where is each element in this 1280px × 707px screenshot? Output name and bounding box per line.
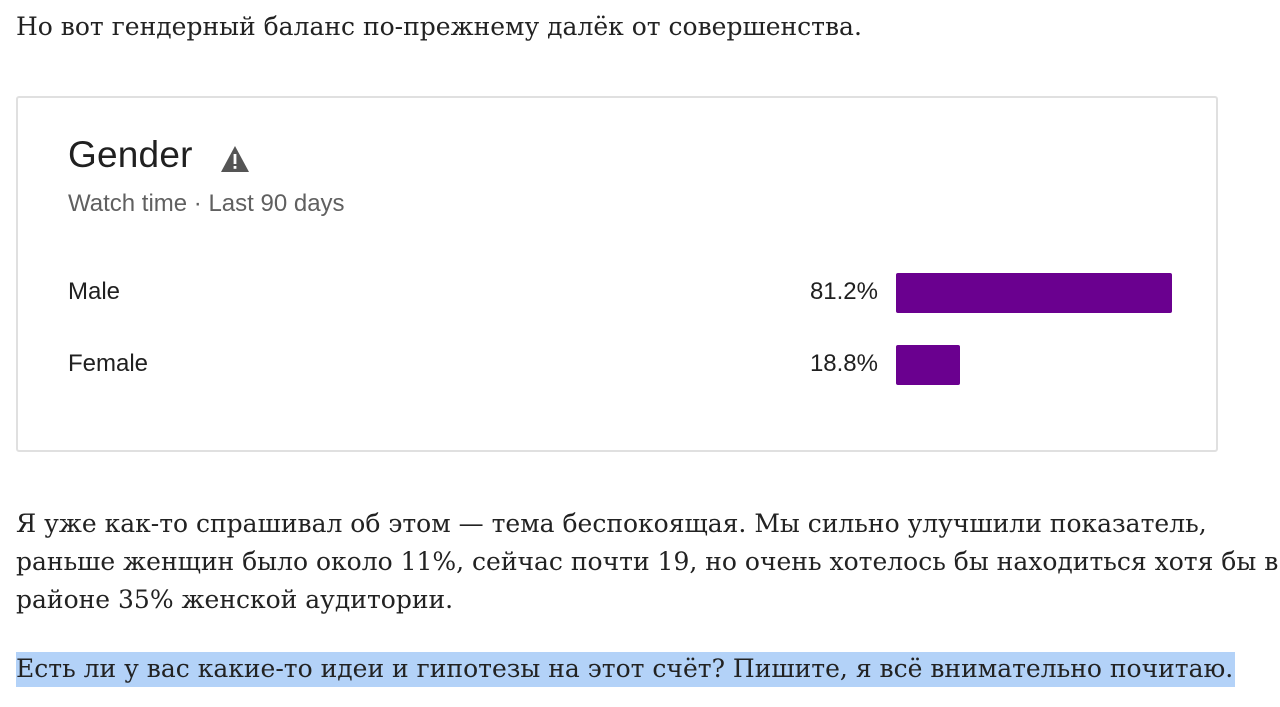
bar-value-female: 18.8% — [809, 350, 878, 377]
bar-value-male: 81.2% — [809, 278, 878, 305]
article-paragraph-body: Я уже как-то спрашивал об этом — тема бе… — [16, 505, 1278, 619]
card-title: Gender — [68, 134, 193, 175]
body-line: Я уже как-то спрашивал об этом — тема бе… — [16, 509, 1207, 538]
bar-female — [896, 345, 960, 385]
bar-label-female: Female — [68, 350, 149, 377]
card-subtitle: Watch time · Last 90 days — [68, 190, 345, 217]
warning-icon[interactable] — [220, 145, 250, 173]
article-paragraph-question: Есть ли у вас какие-то идеи и гипотезы н… — [16, 650, 1236, 688]
body-line: районе 35% женской аудитории. — [16, 585, 454, 614]
gender-analytics-card: Gender Watch time · Last 90 days Male 81… — [16, 96, 1218, 452]
bar-label-male: Male — [68, 278, 121, 305]
body-line: раньше женщин было около 11%, сейчас поч… — [16, 547, 1279, 576]
bar-male — [896, 273, 1172, 313]
selected-text[interactable]: Есть ли у вас какие-то идеи и гипотезы н… — [16, 652, 1236, 687]
article-paragraph-intro: Но вот гендерный баланс по-прежнему далё… — [16, 12, 862, 41]
